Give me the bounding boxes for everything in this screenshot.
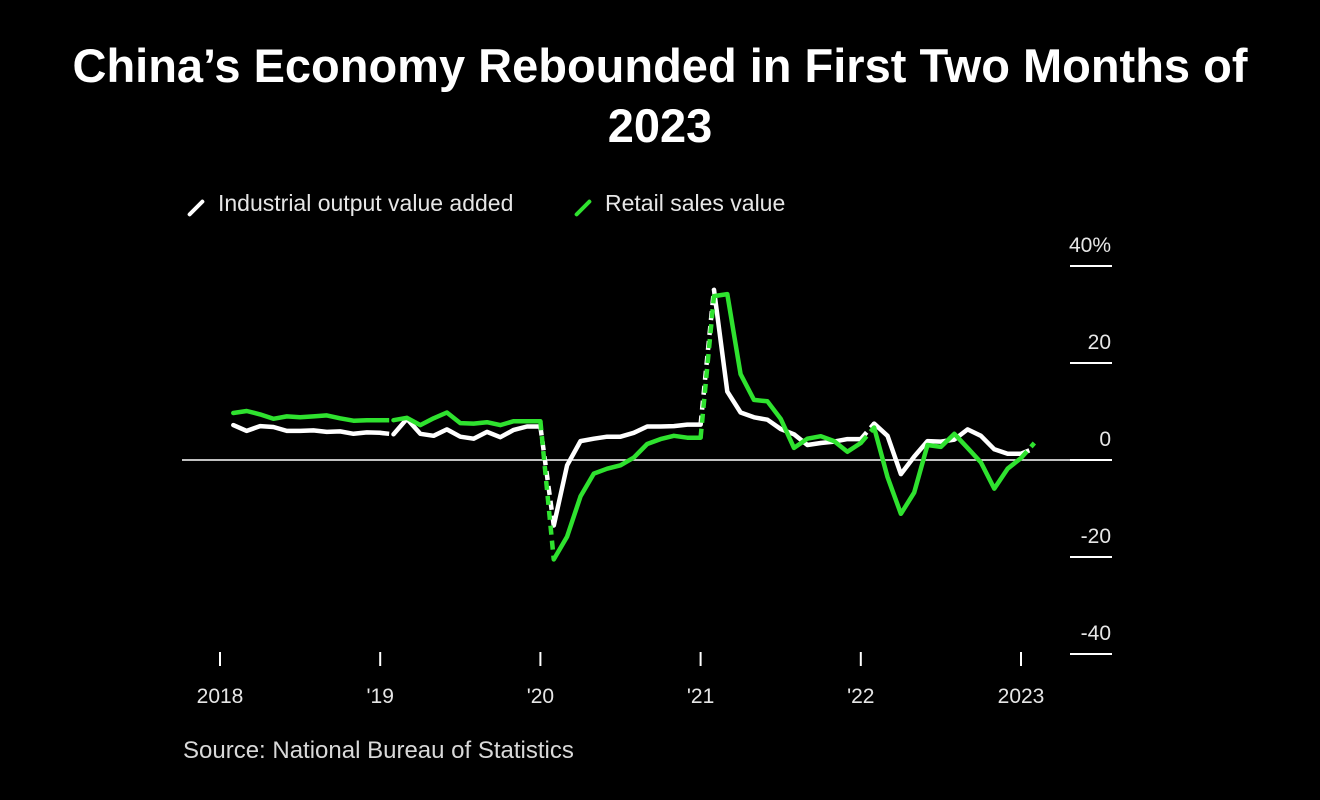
series-line-industrial <box>231 422 383 437</box>
x-tick-label: 2023 <box>998 685 1045 708</box>
series-line-retail <box>231 408 383 423</box>
series-line-retail <box>551 433 703 562</box>
series-dashed-industrial <box>859 422 876 441</box>
chart-title: China’s Economy Rebounded in First Two M… <box>72 39 1248 152</box>
legend-label-industrial: Industrial output value added <box>218 190 514 216</box>
series-line-retail <box>871 425 1024 517</box>
source-note: Source: National Bureau of Statistics <box>183 737 574 764</box>
y-tick-label: -40 <box>1081 622 1111 645</box>
series-dashed-retail <box>859 426 876 445</box>
x-tick-label: '21 <box>687 685 714 708</box>
series-line-industrial <box>871 421 1024 477</box>
y-tick-label: -20 <box>1081 525 1111 548</box>
y-tick-label: 20 <box>1088 331 1111 354</box>
x-tick-label: 2018 <box>197 685 244 708</box>
y-tick-label: 40% <box>1069 234 1111 257</box>
series-line-retail <box>391 410 543 428</box>
series-dashed-retail <box>538 420 556 560</box>
y-tick-label: 0 <box>1099 428 1111 451</box>
series-dashed-industrial <box>379 430 394 437</box>
series-dashed-retail <box>698 295 717 438</box>
series-line-industrial <box>391 416 543 441</box>
x-tick-label: '22 <box>847 685 874 708</box>
x-tick-label: '20 <box>527 685 554 708</box>
series-line-industrial <box>711 287 864 448</box>
series-line-retail <box>711 291 864 455</box>
series-dashed-retail <box>1019 441 1037 460</box>
legend-label-retail: Retail sales value <box>605 190 786 216</box>
series-line-industrial <box>551 422 703 528</box>
x-tick-label: '19 <box>367 685 394 708</box>
